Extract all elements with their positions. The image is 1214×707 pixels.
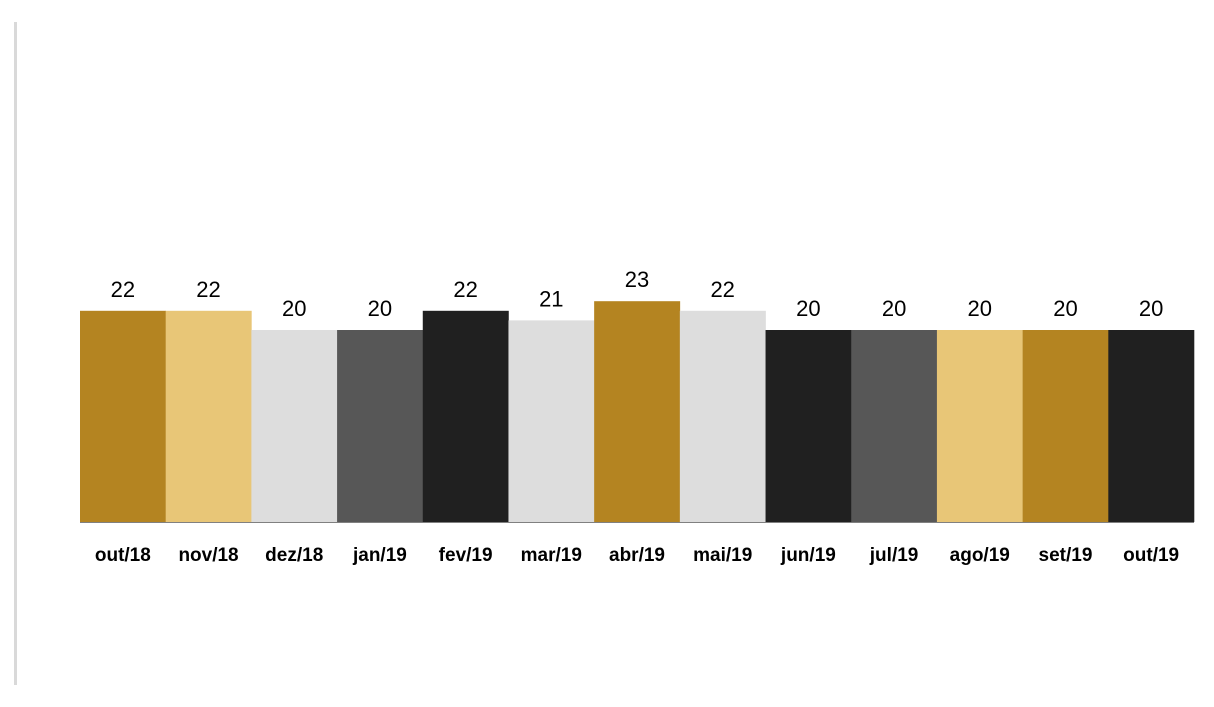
bar-set-19 bbox=[1022, 330, 1109, 522]
data-label-ago-19: 20 bbox=[968, 296, 992, 321]
data-label-jun-19: 20 bbox=[796, 296, 820, 321]
data-label-dez-18: 20 bbox=[282, 296, 306, 321]
bar-abr-19 bbox=[594, 301, 681, 522]
x-tick-label-mar-19: mar/19 bbox=[521, 545, 582, 566]
bar-ago-19 bbox=[936, 330, 1023, 522]
value-labels-group: 22 22 20 20 22 21 23 22 20 20 20 20 20 bbox=[111, 267, 1164, 321]
data-label-out-19: 20 bbox=[1139, 296, 1163, 321]
x-tick-label-fev-19: fev/19 bbox=[439, 545, 493, 566]
data-label-nov-18: 22 bbox=[196, 277, 220, 302]
x-tick-label-jul-19: jul/19 bbox=[869, 545, 919, 566]
bar-nov-18 bbox=[165, 310, 252, 522]
data-label-set-19: 20 bbox=[1053, 296, 1077, 321]
left-border-rule bbox=[14, 22, 17, 685]
x-tick-labels-group: out/18 nov/18 dez/18 jan/19 fev/19 mar/19 abr/… bbox=[95, 545, 1179, 566]
data-label-mai-19: 22 bbox=[710, 277, 734, 302]
data-label-out-18: 22 bbox=[111, 277, 135, 302]
x-tick-label-nov-18: nov/18 bbox=[178, 545, 238, 566]
bar-dez-18 bbox=[251, 330, 338, 522]
x-tick-label-ago-19: ago/19 bbox=[950, 545, 1010, 566]
data-label-fev-19: 22 bbox=[453, 277, 477, 302]
bar-out-18 bbox=[80, 310, 166, 522]
bar-out-19 bbox=[1108, 330, 1195, 522]
x-tick-label-mai-19: mai/19 bbox=[693, 545, 752, 566]
x-tick-label-set-19: set/19 bbox=[1039, 545, 1093, 566]
bar-fev-19 bbox=[422, 310, 509, 522]
bar-jul-19 bbox=[851, 330, 938, 522]
data-label-abr-19: 23 bbox=[625, 267, 649, 292]
x-tick-label-jan-19: jan/19 bbox=[352, 545, 407, 566]
x-tick-label-out-19: out/19 bbox=[1123, 545, 1179, 566]
bar-jan-19 bbox=[337, 330, 424, 522]
data-label-jan-19: 20 bbox=[368, 296, 392, 321]
x-tick-label-out-18: out/18 bbox=[95, 545, 151, 566]
data-label-jul-19: 20 bbox=[882, 296, 906, 321]
bars-group bbox=[80, 301, 1195, 522]
bar-mar-19 bbox=[508, 320, 595, 522]
bar-mai-19 bbox=[679, 310, 766, 522]
x-tick-label-abr-19: abr/19 bbox=[609, 545, 665, 566]
x-tick-label-dez-18: dez/18 bbox=[265, 545, 323, 566]
x-tick-label-jun-19: jun/19 bbox=[780, 545, 836, 566]
bar-jun-19 bbox=[765, 330, 852, 522]
data-label-mar-19: 21 bbox=[539, 286, 563, 311]
